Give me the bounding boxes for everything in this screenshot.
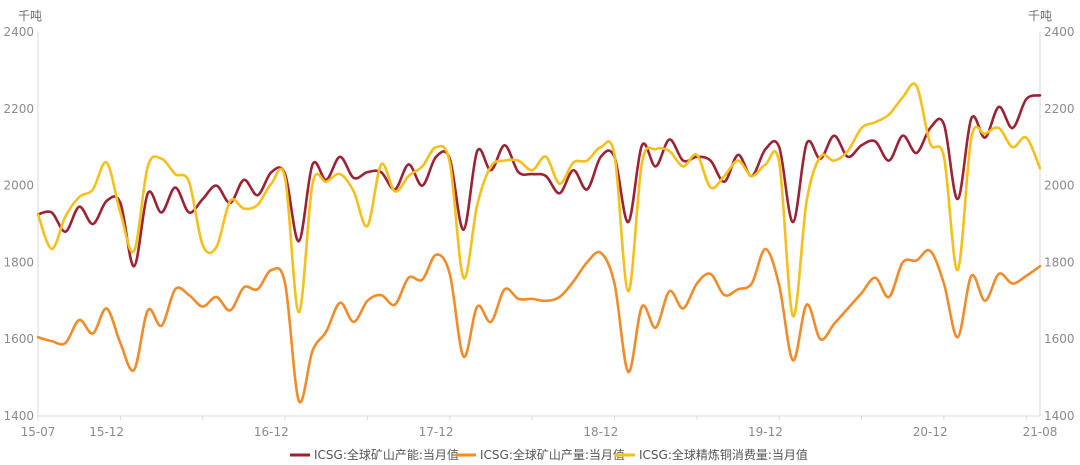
legend: ICSG:全球矿山产能:当月值 ICSG:全球矿山产量:当月值 ICSG:全球精炼铜… xyxy=(290,447,808,462)
x-tick-label: 20-12 xyxy=(913,425,948,439)
y-tick-label-left: 1800 xyxy=(3,255,34,269)
y-tick-label-left: 2400 xyxy=(3,25,34,39)
left-y-unit: 千吨 xyxy=(18,9,42,23)
series-line-refined-consumption xyxy=(36,82,1042,318)
y-tick-label-right: 1800 xyxy=(1044,255,1075,269)
axes: 1400 1400 1600 1600 1800 1800 2000 2000 2200 2200… xyxy=(3,25,1074,439)
x-tick-label: 16-12 xyxy=(254,425,289,439)
legend-label: ICSG:全球矿山产量:当月值 xyxy=(480,447,625,462)
y-tick-label-right: 2200 xyxy=(1044,102,1075,116)
y-tick-label-right: 1400 xyxy=(1044,409,1075,423)
y-tick-label-left: 2000 xyxy=(3,179,34,193)
y-tick-label-right: 2400 xyxy=(1044,25,1075,39)
x-tick-label: 21-08 xyxy=(1023,425,1058,439)
legend-item-refined-consumption: ICSG:全球精炼铜消费量:当月值 xyxy=(615,447,808,462)
x-tick-label: 15-07 xyxy=(21,425,56,439)
y-tick-label-right: 1600 xyxy=(1044,332,1075,346)
y-tick-label-left: 1400 xyxy=(3,409,34,423)
x-tick-label: 19-12 xyxy=(748,425,783,439)
legend-item-mine-production: ICSG:全球矿山产量:当月值 xyxy=(456,447,625,462)
series-layer xyxy=(36,82,1042,404)
legend-label: ICSG:全球矿山产能:当月值 xyxy=(314,447,459,462)
x-tick-label: 18-12 xyxy=(583,425,618,439)
x-tick-label: 15-12 xyxy=(89,425,124,439)
right-y-unit: 千吨 xyxy=(1028,9,1052,23)
y-tick-label-left: 1600 xyxy=(3,332,34,346)
legend-label: ICSG:全球精炼铜消费量:当月值 xyxy=(639,447,808,462)
legend-item-mine-capacity: ICSG:全球矿山产能:当月值 xyxy=(290,447,459,462)
x-tick-label: 17-12 xyxy=(419,425,454,439)
y-tick-label-right: 2000 xyxy=(1044,179,1075,193)
series-line-mine-capacity xyxy=(36,94,1042,268)
y-tick-label-left: 2200 xyxy=(3,102,34,116)
series-line-mine-production xyxy=(36,247,1042,404)
